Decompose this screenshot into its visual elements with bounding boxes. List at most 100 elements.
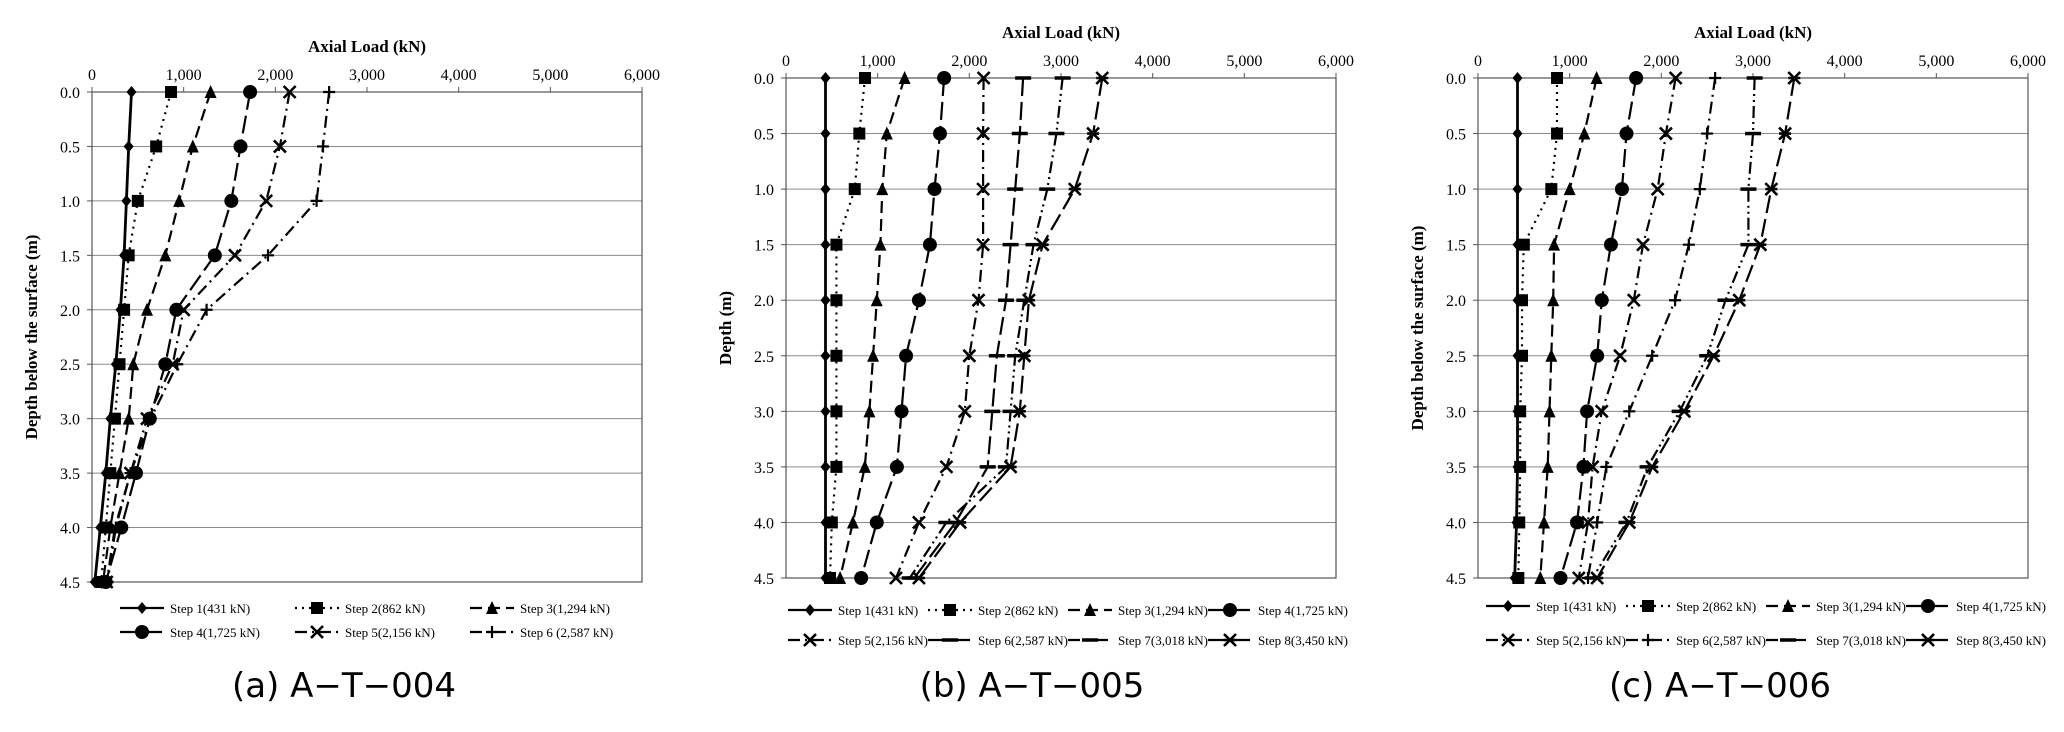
data-point-marker (825, 516, 838, 529)
legend-label: Step 2(862 kN) (978, 603, 1058, 618)
y-ticks: 0.0 0.5 1.0 1.5 2.0 2.5 3.0 3.5 4.0 4.5 (60, 85, 92, 592)
y-tick-label: 2.0 (60, 303, 80, 320)
data-point-marker (1538, 515, 1550, 529)
data-point-marker (1646, 349, 1659, 362)
data-point-marker (824, 572, 836, 584)
legend-item: Step 7(3,018 kN) (1766, 633, 1906, 648)
series-line (105, 91, 291, 583)
data-point-marker (1548, 237, 1561, 251)
series-line (913, 77, 1025, 579)
data-point-marker (123, 140, 134, 153)
data-point-marker (820, 238, 831, 251)
data-point-marker (854, 571, 869, 585)
data-point-marker (830, 405, 843, 418)
data-point-marker (1545, 183, 1558, 196)
y-tick-label: 3.0 (60, 412, 80, 429)
y-tick-label: 4.0 (754, 515, 774, 532)
data-point-marker (1626, 293, 1641, 308)
data-point-marker (899, 348, 914, 363)
x-axis-title: Axial Load (kN) (1002, 23, 1120, 42)
chart-panel-b: 0 1,000 2,000 3,000 4,000 5,000 6,000 Axial Loa… (716, 23, 1354, 648)
data-point-marker (176, 302, 191, 317)
data-point-marker (820, 127, 831, 140)
x-tick-label: 5,000 (532, 67, 568, 84)
legend-marker (1642, 634, 1654, 646)
gridlines (92, 91, 642, 583)
data-point-marker (820, 294, 831, 307)
data-point-marker (1035, 237, 1050, 252)
legend-item: Step 8(3,450 kN) (1208, 633, 1348, 648)
series-line (1591, 77, 1756, 579)
plot-area-border (785, 77, 1337, 579)
legend-item: Step 2(862 kN) (295, 601, 425, 616)
x-tick-label: 4,000 (1827, 53, 1863, 70)
data-point-marker (1594, 293, 1609, 308)
legend-item: Step 1(431 kN) (1486, 599, 1616, 614)
legend-label: Step 1(431 kN) (838, 603, 918, 618)
y-tick-label: 1.5 (1446, 238, 1466, 255)
legend-marker (1782, 599, 1794, 612)
data-point-marker (1513, 516, 1526, 529)
series-line (860, 77, 946, 579)
legend-marker (803, 633, 817, 647)
data-point-marker (867, 348, 880, 362)
data-point-marker (1706, 348, 1721, 363)
y-tick-label: 1.5 (60, 248, 80, 265)
data-point-marker (1517, 238, 1530, 251)
legend-label: Step 2(862 kN) (345, 601, 425, 616)
legend-label: Step 4(1,725 kN) (1956, 599, 2046, 614)
data-point-marker (323, 86, 336, 98)
x-tick-label: 5,000 (1918, 53, 1954, 70)
y-tick-label: 0.5 (60, 139, 80, 156)
data-point-marker (171, 358, 184, 371)
y-tick-label: 3.5 (1446, 460, 1466, 477)
legend-label: Step 8(3,450 kN) (1956, 633, 2046, 648)
series-5 (1571, 71, 1683, 585)
chart-panel-c: 0 1,000 2,000 3,000 4,000 5,000 6,000 Axial Loa… (1408, 23, 2046, 648)
y-tick-label: 3.0 (754, 404, 774, 421)
legend-marker (1503, 600, 1513, 612)
data-point-marker (976, 71, 991, 85)
y-tick-label: 4.0 (1446, 515, 1466, 532)
data-point-marker (141, 302, 153, 316)
data-point-marker (207, 248, 222, 263)
legend-item: Step 3(1,294 kN) (470, 601, 610, 616)
data-point-marker (150, 140, 163, 153)
legend-item: Step 2(862 kN) (928, 603, 1058, 618)
series-8 (911, 71, 1110, 585)
legend-marker (311, 602, 323, 614)
data-point-marker (127, 357, 140, 371)
data-point-marker (1645, 459, 1660, 474)
legend-marker (944, 604, 956, 616)
data-point-marker (1764, 182, 1779, 197)
x-tick-label: 6,000 (624, 67, 660, 84)
data-point-marker (911, 515, 926, 530)
data-point-marker (1701, 127, 1714, 140)
series-8 (1590, 71, 1802, 585)
x-tick-label: 3,000 (1043, 53, 1079, 70)
data-point-marker (1581, 515, 1595, 530)
data-point-marker (1514, 460, 1527, 473)
series-6 (906, 76, 1032, 580)
data-point-marker (859, 72, 872, 84)
caption-c: (c) A−T−006 (1609, 666, 1831, 706)
y-tick-label: 4.5 (60, 575, 80, 592)
legend-item: Step 2(862 kN) (1626, 599, 1756, 614)
data-point-marker (1512, 183, 1523, 196)
y-ticks: 0.0 0.5 1.0 1.5 2.0 2.5 3.0 3.5 4.0 4.5 (1446, 71, 1478, 588)
data-point-marker (1003, 459, 1018, 474)
data-point-marker (1534, 571, 1547, 584)
legend-label: Step 7(3,018 kN) (1816, 633, 1906, 648)
legend-label: Step 1(431 kN) (1536, 599, 1616, 614)
data-point-marker (870, 293, 883, 307)
legend-label: Step 8(3,450 kN) (1258, 633, 1348, 648)
data-point-marker (126, 86, 137, 98)
series-4 (98, 85, 258, 589)
series-line (1539, 77, 1598, 579)
y-axis-title: Depth (m) (716, 291, 735, 365)
data-point-marker (1551, 127, 1564, 140)
y-tick-label: 1.0 (754, 182, 774, 199)
data-point-marker (1693, 183, 1706, 196)
legend-item: Step 6(2,587 kN) (1626, 633, 1766, 648)
series-4 (854, 71, 952, 585)
